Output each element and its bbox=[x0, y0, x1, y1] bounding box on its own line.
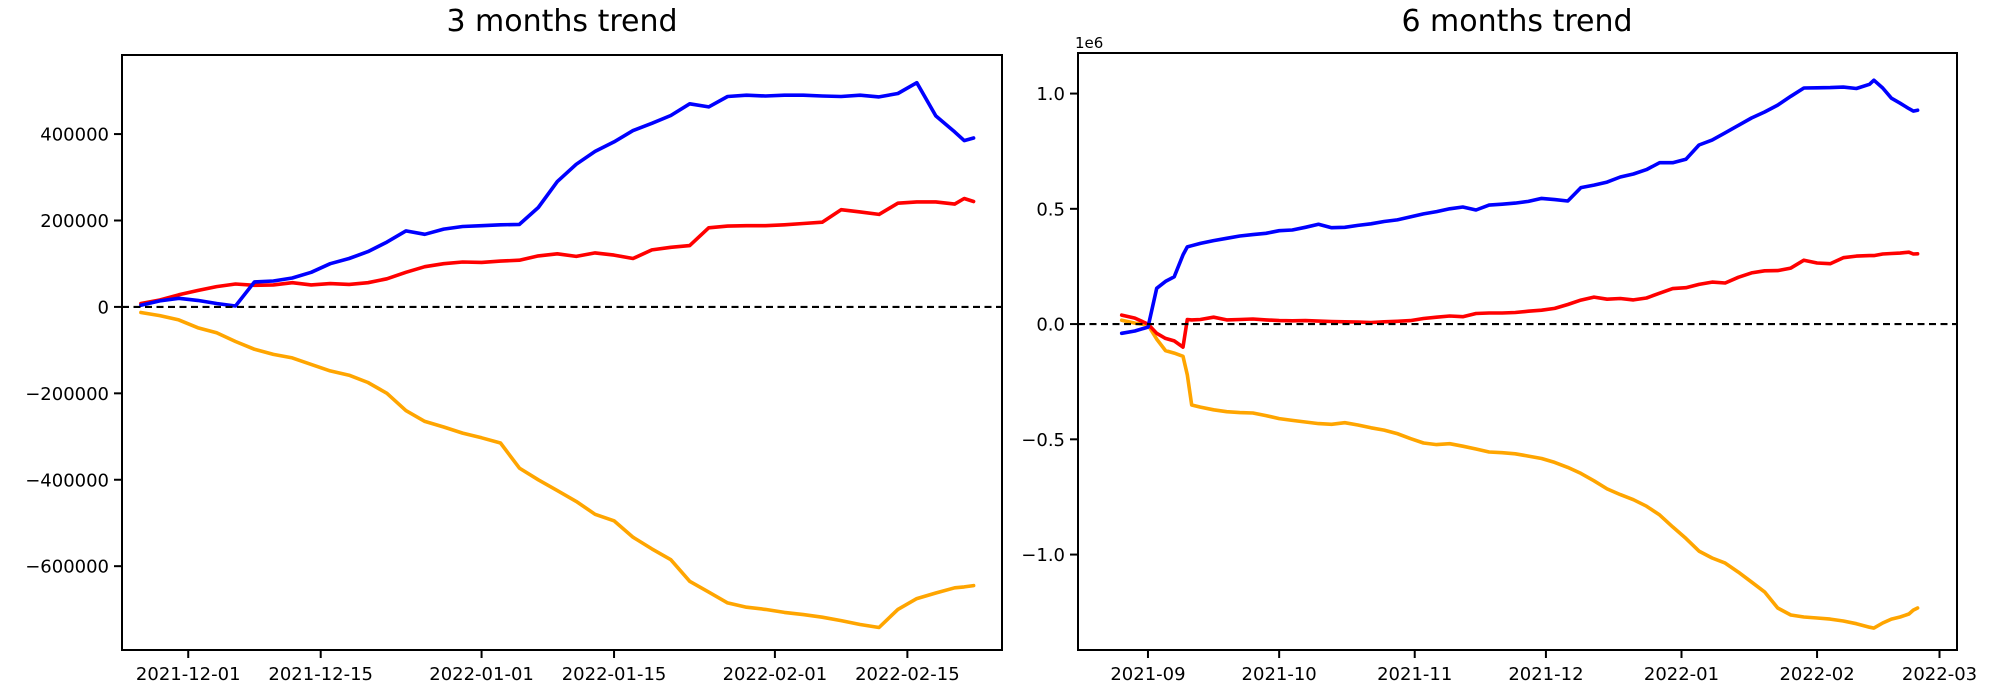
plot-border bbox=[1077, 52, 1958, 651]
y-tick-label: 0.0 bbox=[1036, 315, 1065, 336]
x-tick-label: 2022-01 bbox=[1644, 664, 1719, 685]
x-tick-label: 2021-12 bbox=[1508, 664, 1583, 685]
y-tick-label: 400000 bbox=[40, 125, 109, 146]
series-line-orange bbox=[1119, 318, 1920, 630]
y-tick-label: 200000 bbox=[40, 211, 109, 232]
y-tick-label: −200000 bbox=[25, 384, 109, 405]
x-tick-label: 2021-10 bbox=[1242, 664, 1317, 685]
series-line-orange bbox=[139, 310, 976, 630]
series-line-blue bbox=[1119, 78, 1920, 336]
y-tick-label: 0.5 bbox=[1036, 199, 1065, 220]
x-tick-label: 2022-02-01 bbox=[723, 664, 828, 685]
y-tick-label: −1.0 bbox=[1021, 545, 1065, 566]
x-tick-label: 2021-12-15 bbox=[268, 664, 373, 685]
y-tick-label: 0 bbox=[98, 297, 109, 318]
chart-title-6-months: 6 months trend bbox=[1401, 4, 1633, 39]
y-tick-label: −400000 bbox=[25, 470, 109, 491]
series-line-blue bbox=[139, 80, 976, 308]
x-tick-label: 2022-02 bbox=[1779, 664, 1854, 685]
x-tick-label: 2022-03 bbox=[1902, 664, 1977, 685]
x-tick-label: 2022-01-01 bbox=[429, 664, 534, 685]
y-tick-label: −600000 bbox=[25, 557, 109, 578]
x-tick-label: 2021-09 bbox=[1110, 664, 1185, 685]
x-tick-label: 2022-01-15 bbox=[562, 664, 667, 685]
y-axis-offset-label: 1e6 bbox=[1075, 34, 1104, 52]
y-tick-label: 1.0 bbox=[1036, 84, 1065, 105]
x-tick-label: 2021-11 bbox=[1377, 664, 1452, 685]
plot-border bbox=[121, 54, 1003, 651]
chart-title-3-months: 3 months trend bbox=[446, 4, 678, 39]
series-line-red bbox=[1119, 250, 1920, 349]
y-tick-label: −0.5 bbox=[1021, 430, 1065, 451]
x-tick-label: 2022-02-15 bbox=[855, 664, 960, 685]
series-line-red bbox=[139, 196, 976, 306]
x-tick-label: 2021-12-01 bbox=[136, 664, 241, 685]
